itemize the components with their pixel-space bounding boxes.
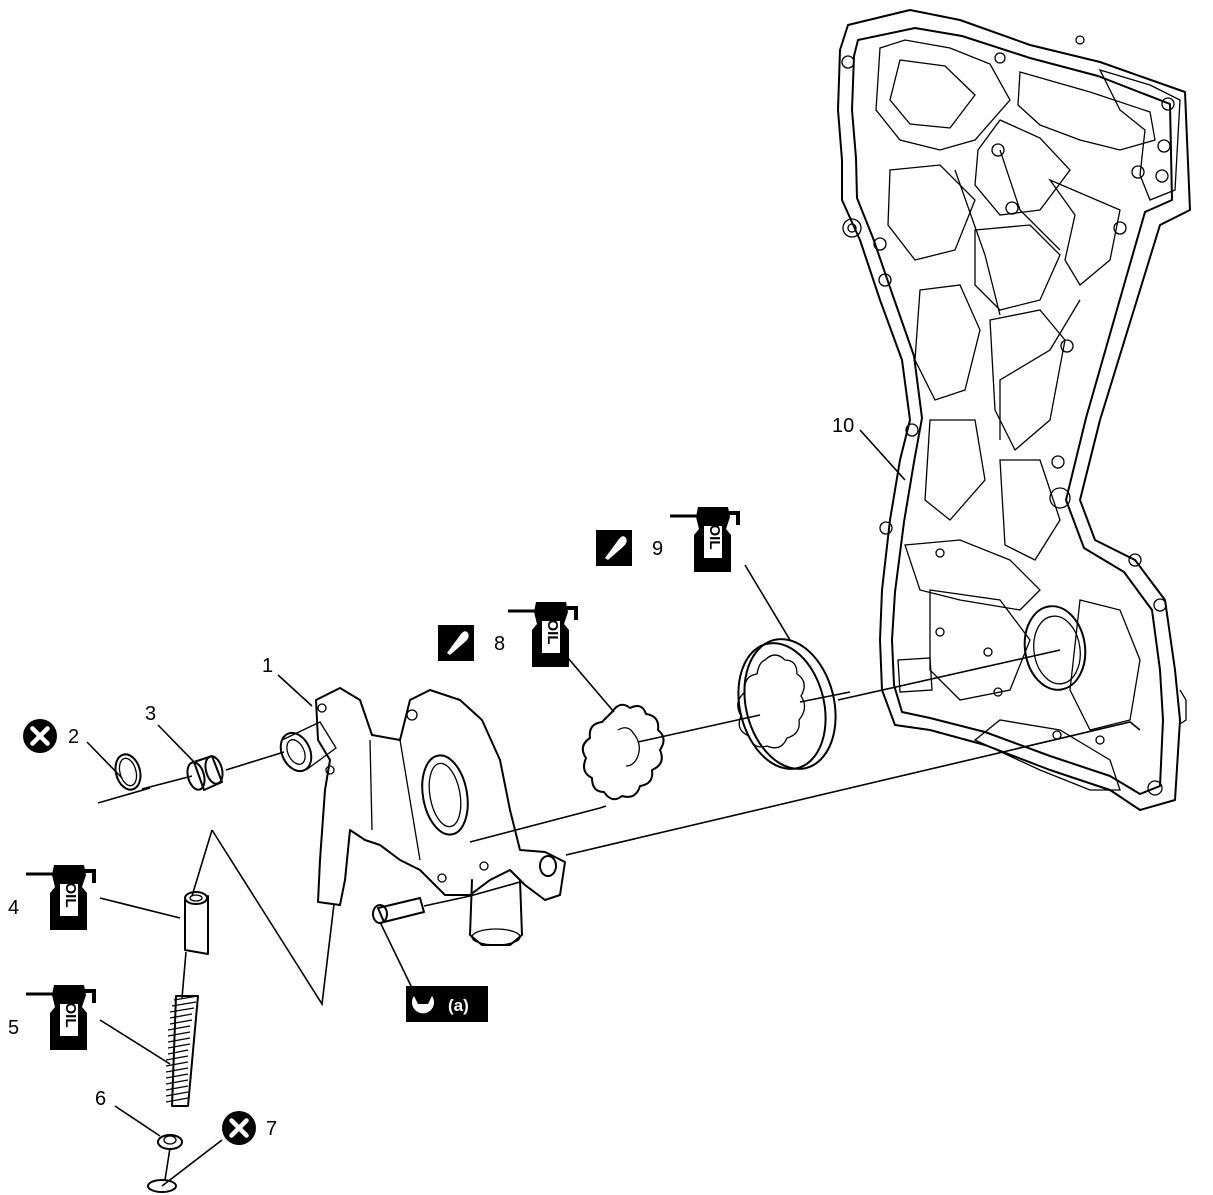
callout-9: 9	[652, 538, 663, 560]
spring-seat	[157, 1134, 183, 1150]
callout-7: 7	[266, 1118, 277, 1140]
relief-valve	[184, 891, 209, 955]
apply-engine-oil-icon: OIL	[506, 600, 578, 669]
callout-labels: 1 2 3 4 5 6 7 8 9 10	[8, 415, 854, 1140]
apply-engine-oil-icon: OIL	[24, 863, 96, 932]
do-not-reuse-icon	[23, 719, 57, 753]
callout-1: 1	[262, 655, 273, 677]
tighten-torque-wrench-icon: (a)	[406, 986, 488, 1022]
apply-sealant-icon	[438, 625, 474, 661]
o-ring	[114, 753, 142, 791]
callout-6: 6	[95, 1088, 106, 1110]
callout-2: 2	[68, 726, 79, 748]
oil-pump-inner-rotor	[581, 703, 665, 801]
svg-text:(a): (a)	[448, 996, 469, 1015]
bolt-holes	[841, 35, 1175, 796]
oil-pump-outer-rotor	[737, 638, 837, 770]
callout-8: 8	[494, 633, 505, 655]
leader-lines	[86, 429, 906, 1187]
callout-5: 5	[8, 1017, 19, 1039]
callout-4: 4	[8, 897, 19, 919]
relief-valve-plug	[186, 755, 224, 791]
svg-text:OIL: OIL	[706, 525, 723, 550]
relief-valve-spring	[165, 995, 199, 1107]
mounting-bolt	[372, 897, 425, 924]
timing-chain-cover	[837, 9, 1191, 811]
svg-text:OIL: OIL	[62, 1003, 79, 1028]
apply-engine-oil-icon: OIL	[668, 505, 740, 574]
callout-10: 10	[832, 415, 854, 437]
assembly-lines	[97, 649, 1141, 1181]
crankshaft-oil-seal-bore	[1023, 605, 1087, 691]
apply-sealant-icon	[596, 530, 632, 566]
callout-3: 3	[145, 703, 156, 725]
apply-engine-oil-icon: OIL	[24, 983, 96, 1052]
do-not-reuse-icon	[222, 1111, 256, 1145]
snap-ring	[147, 1179, 177, 1193]
oil-pump-body	[279, 687, 566, 946]
svg-text:OIL: OIL	[544, 620, 561, 645]
svg-text:OIL: OIL	[62, 883, 79, 908]
